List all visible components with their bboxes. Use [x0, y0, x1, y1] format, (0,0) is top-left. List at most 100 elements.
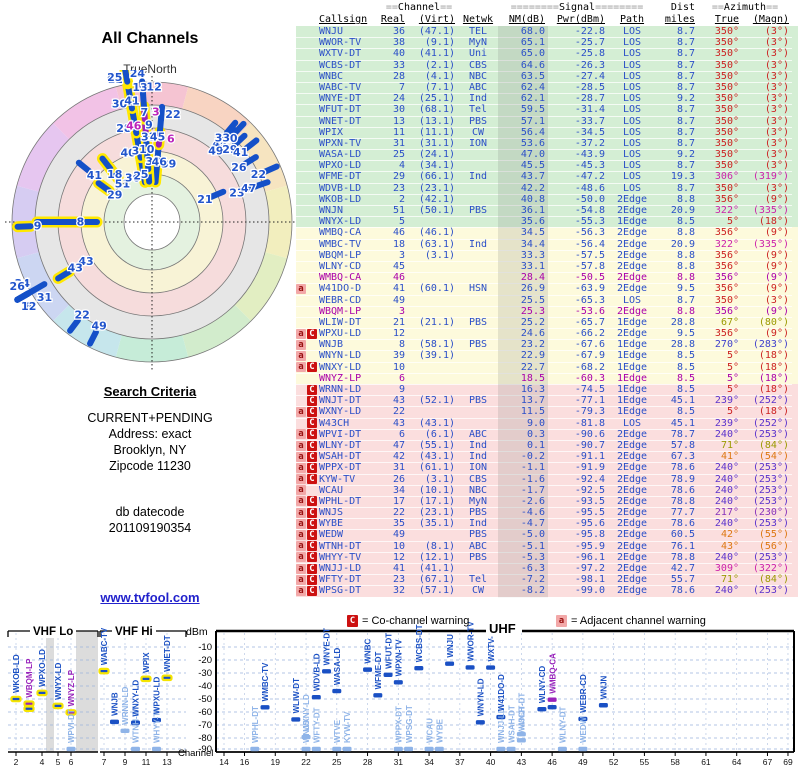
real-channel: 5	[380, 216, 408, 229]
network: PBS	[458, 116, 498, 128]
power-dbm: -90.7	[548, 440, 608, 453]
signal-bar	[383, 672, 393, 678]
station-callsign: WNXY-LD	[318, 362, 380, 374]
real-channel: 51	[380, 205, 408, 218]
signal-path: 2Edge	[608, 239, 656, 251]
signal-bar	[373, 693, 383, 698]
bar-callsign-label: WBQM-LP	[25, 658, 34, 698]
warning-markers	[296, 104, 318, 117]
warning-markers	[296, 295, 318, 307]
power-dbm: -34.5	[548, 127, 608, 139]
azimuth-magnetic: (253°)	[742, 485, 792, 497]
bar-callsign-label: WXTV-DT	[487, 625, 496, 661]
signal-path: LOS	[608, 26, 656, 39]
station-callsign: WRNN-LD	[318, 384, 380, 397]
warning-markers	[296, 317, 318, 330]
table-row: WMBC-TV 18 (63.1) Ind 34.4 -56.4 2Edge 20.9 322°…	[296, 238, 798, 251]
azimuth-true: 5°	[698, 406, 742, 419]
table-row: C WRNN-LD 9 16.3 -74.5 1Edge 8.5 5° (18°)	[296, 384, 798, 397]
signal-path: LOS	[608, 82, 656, 95]
cochannel-warning-icon: C	[307, 462, 317, 473]
azimuth-magnetic: (84°)	[742, 440, 792, 453]
svg-text:23: 23	[130, 70, 145, 80]
network: PBS	[458, 507, 498, 520]
signal-path: LOS	[608, 71, 656, 83]
azimuth-true: 350°	[698, 160, 742, 173]
distance-miles: 9.5	[656, 283, 698, 296]
network	[458, 563, 498, 576]
real-channel: 46	[380, 227, 408, 240]
power-dbm: -57.5	[548, 250, 608, 262]
tvfool-link[interactable]: www.tvfool.com	[100, 590, 200, 605]
bar-callsign-label: WASA-LD	[333, 648, 342, 686]
signal-bar	[342, 746, 352, 752]
svg-text:22: 22	[301, 757, 311, 767]
signal-bar	[537, 706, 547, 712]
bar-callsign-label: WNYE-DT	[323, 628, 332, 665]
power-dbm: -60.3	[548, 373, 608, 386]
warning-markers	[296, 82, 318, 95]
noise-margin: 35.6	[498, 216, 548, 229]
svg-text:32: 32	[10, 280, 25, 293]
signal-bar	[152, 746, 161, 752]
network: ION	[458, 462, 498, 475]
signal-bar	[404, 746, 414, 752]
bar-callsign-label: WLNY-DT	[559, 706, 568, 743]
distance-miles: 8.7	[656, 60, 698, 72]
table-row: WPIX 11 (11.1) CW 56.4 -34.5 LOS 8.7 350° (3°)	[296, 126, 798, 139]
svg-text:25: 25	[107, 71, 122, 84]
station-callsign: WNJN	[318, 205, 380, 218]
distance-miles: 78.8	[656, 552, 698, 565]
azimuth-true: 42°	[698, 529, 742, 542]
network: CW	[458, 585, 498, 598]
svg-text:28: 28	[116, 122, 131, 135]
adjacent-warning-icon: a	[296, 541, 306, 552]
table-row: a WNJB 8 (58.1) PBS 23.2 -67.6 1Edge 28.8 270° (28…	[296, 339, 798, 352]
signal-bar	[516, 732, 526, 737]
true-north-label: TrueNorth	[123, 62, 177, 76]
signal-path: 2Edge	[608, 518, 656, 531]
station-callsign: WPIX	[318, 127, 380, 139]
azimuth-true: 356°	[698, 306, 742, 318]
station-markers	[12, 70, 280, 347]
signal-path: LOS	[608, 295, 656, 307]
table-row: a C WFTY-DT 23 (67.1) Tel -7.2 -98.1 2Edge 55.7 71…	[296, 574, 798, 587]
table-row: a C WPSG-DT 32 (57.1) CW -8.2 -99.0 2Edge 78.6 240…	[296, 585, 798, 598]
distance-miles: 8.5	[656, 216, 698, 229]
col-virt: (Virt)	[418, 14, 455, 25]
azimuth-magnetic: (3°)	[742, 60, 792, 72]
real-channel: 9	[380, 384, 408, 397]
power-dbm: -92.5	[548, 485, 608, 497]
virtual-channel: (55.1)	[408, 440, 458, 453]
table-row: WCBS-DT 33 (2.1) CBS 64.6 -26.3 LOS 8.7 350° (3°)	[296, 59, 798, 72]
bar-callsign-label: WFTY-DT	[312, 707, 321, 743]
distance-miles: 8.5	[656, 384, 698, 397]
svg-text:-40: -40	[198, 681, 212, 692]
azimuth-true: 350°	[698, 48, 742, 61]
cochannel-warning-icon: C	[307, 440, 317, 451]
signal-bar	[322, 669, 332, 674]
svg-text:45: 45	[150, 130, 165, 143]
distance-miles: 78.8	[656, 496, 698, 509]
real-channel: 23	[380, 574, 408, 587]
distance-miles: 8.7	[656, 138, 698, 151]
table-row: WNYZ-LP 6 18.5 -60.3 1Edge 8.5 5° (18°)	[296, 372, 798, 386]
signal-bar	[547, 697, 557, 702]
adjacent-warning-icon: a	[296, 585, 306, 596]
station-callsign: WNJT-DT	[318, 395, 380, 408]
svg-text:16: 16	[240, 757, 250, 767]
bar-callsign-label: WPXN-TV	[395, 639, 404, 677]
signal-bar	[363, 667, 373, 672]
station-callsign: WPXN-TV	[318, 138, 380, 151]
svg-text:43: 43	[517, 757, 527, 767]
bar-callsign-label: WABC-TV	[100, 627, 109, 665]
network: Uni	[458, 48, 498, 61]
virtual-channel: (43.1)	[408, 418, 458, 430]
station-callsign: W43CH	[318, 418, 380, 430]
virtual-channel: (42.1)	[408, 194, 458, 207]
svg-text:5: 5	[56, 757, 61, 767]
power-dbm: -63.9	[548, 283, 608, 296]
distance-miles: 55.7	[656, 574, 698, 587]
station-callsign: WLNY-DT	[318, 440, 380, 453]
